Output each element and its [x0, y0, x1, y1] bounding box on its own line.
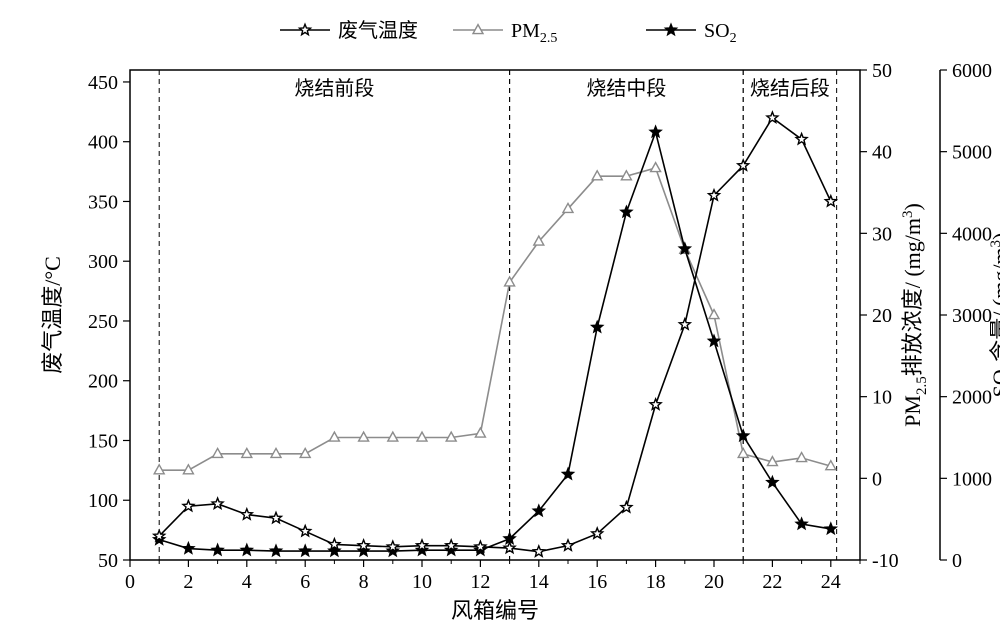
- x-axis-label: 风箱编号: [451, 598, 539, 623]
- y-right2-tick: 3000: [952, 305, 992, 327]
- y-left-tick: 450: [88, 72, 118, 94]
- x-tick-label: 4: [242, 571, 252, 593]
- legend-label: 废气温度: [338, 19, 418, 42]
- y-left-tick: 100: [88, 490, 118, 512]
- y-left-label: 废气温度/°C: [40, 256, 65, 374]
- y-left-tick: 200: [88, 371, 118, 393]
- y-left-tick: 350: [88, 191, 118, 213]
- y-right1-tick: 30: [872, 223, 892, 245]
- x-tick-label: 16: [587, 571, 607, 593]
- y-right2-tick: 2000: [952, 387, 992, 409]
- series-line: [159, 168, 831, 470]
- y-right1-tick: 10: [872, 387, 892, 409]
- y-right2-tick: 6000: [952, 60, 992, 82]
- x-tick-label: 2: [183, 571, 193, 593]
- x-tick-label: 20: [704, 571, 724, 593]
- x-tick-label: 0: [125, 571, 135, 593]
- section-label: 烧结前段: [294, 77, 374, 100]
- y-right1-tick: 50: [872, 60, 892, 82]
- y-right2-tick: 1000: [952, 468, 992, 490]
- x-tick-label: 14: [529, 571, 549, 593]
- y-right2-tick: 4000: [952, 223, 992, 245]
- series-line: [159, 132, 831, 551]
- x-tick-label: 6: [300, 571, 310, 593]
- y-left-tick: 300: [88, 251, 118, 273]
- x-tick-label: 12: [470, 571, 490, 593]
- y-left-tick: 150: [88, 430, 118, 452]
- y-left-tick: 400: [88, 132, 118, 154]
- legend-label: PM2.5: [511, 20, 557, 46]
- series-line: [159, 118, 831, 552]
- x-tick-label: 10: [412, 571, 432, 593]
- y-right1-label: PM2.5排放浓度/ (mg/m3): [900, 203, 930, 427]
- x-tick-label: 24: [821, 571, 841, 593]
- y-left-tick: 50: [98, 550, 118, 572]
- section-label: 烧结后段: [750, 77, 830, 100]
- y-right1-tick: 20: [872, 305, 892, 327]
- y-left-tick: 250: [88, 311, 118, 333]
- y-right1-tick: 0: [872, 468, 882, 490]
- x-tick-label: 18: [646, 571, 666, 593]
- y-right1-tick: 40: [872, 142, 892, 164]
- y-right1-tick: -10: [872, 550, 899, 572]
- chart-container: { "chart": { "type": "line", "width": 10…: [0, 0, 1000, 641]
- y-right2-tick: 5000: [952, 142, 992, 164]
- legend-label: SO2: [704, 20, 737, 46]
- section-label: 烧结中段: [586, 77, 666, 100]
- x-tick-label: 22: [762, 571, 782, 593]
- y-right2-tick: 0: [952, 550, 962, 572]
- y-right2-label: SO2含量/ (mg/m3): [988, 233, 1000, 398]
- chart-svg: 024681012141618202224风箱编号501001502002503…: [0, 0, 1000, 641]
- x-tick-label: 8: [359, 571, 369, 593]
